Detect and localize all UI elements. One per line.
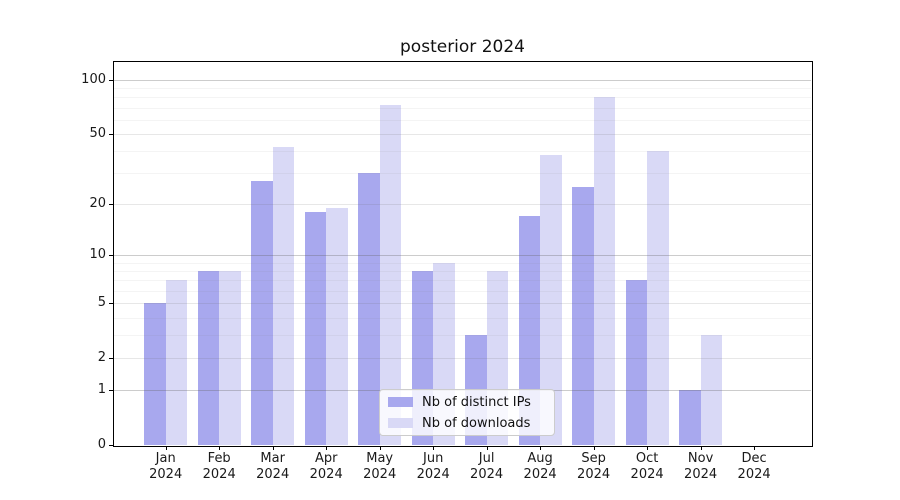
x-tick-mark xyxy=(647,446,649,450)
bar-nb-of-distinct-ips-feb xyxy=(197,271,220,445)
y-tick-label: 100 xyxy=(81,71,106,87)
bar-nb-of-downloads-sep xyxy=(593,97,616,445)
x-tick-label-may: May 2024 xyxy=(363,451,397,482)
x-tick-mark xyxy=(272,446,274,450)
gridline-major xyxy=(114,255,811,257)
gridline-mid xyxy=(114,133,811,135)
y-tick-mark xyxy=(109,133,113,135)
gridline-minor xyxy=(114,119,811,121)
x-tick-label-jan: Jan 2024 xyxy=(149,451,183,482)
x-tick-label-sep: Sep 2024 xyxy=(577,451,611,482)
x-tick-mark xyxy=(593,446,595,450)
gridline-minor xyxy=(114,173,811,175)
legend-swatch-downloads xyxy=(388,418,413,428)
gridline-major xyxy=(114,79,811,81)
gridline-minor xyxy=(114,271,811,273)
bar-nb-of-downloads-nov xyxy=(700,335,723,445)
bar-nb-of-downloads-oct xyxy=(647,151,669,445)
x-tick-mark xyxy=(486,446,488,450)
y-tick-mark xyxy=(109,79,113,81)
x-tick-mark xyxy=(433,446,435,450)
y-tick-label: 0 xyxy=(97,437,106,452)
y-tick-mark xyxy=(109,303,113,305)
legend-label-downloads: Nb of downloads xyxy=(422,415,531,431)
x-tick-label-oct: Oct 2024 xyxy=(630,451,664,482)
gridline-minor xyxy=(114,97,811,99)
x-tick-mark xyxy=(540,446,542,450)
legend: Nb of distinct IPs Nb of downloads xyxy=(379,389,555,436)
x-tick-label-jul: Jul 2024 xyxy=(470,451,504,482)
bar-nb-of-distinct-ips-mar xyxy=(251,181,273,445)
bar-nb-of-downloads-aug xyxy=(540,155,562,445)
bar-nb-of-distinct-ips-apr xyxy=(304,212,327,445)
y-tick-mark xyxy=(109,204,113,206)
gridline-minor xyxy=(114,151,811,153)
y-tick-mark xyxy=(109,255,113,257)
gridline-minor xyxy=(114,107,811,109)
gridline-minor xyxy=(114,88,811,89)
bar-nb-of-distinct-ips-oct xyxy=(625,280,648,445)
x-tick-label-mar: Mar 2024 xyxy=(256,451,290,482)
x-tick-mark xyxy=(165,446,167,450)
y-tick-label: 1 xyxy=(97,382,106,398)
bar-nb-of-downloads-feb xyxy=(219,271,241,445)
legend-swatch-distinct-ips xyxy=(388,397,413,407)
y-tick-label: 5 xyxy=(97,295,106,311)
chart-title: posterior 2024 xyxy=(400,37,525,57)
y-tick-mark xyxy=(109,390,113,392)
legend-entry-distinct-ips: Nb of distinct IPs xyxy=(388,393,554,411)
legend-label-distinct-ips: Nb of distinct IPs xyxy=(422,394,531,410)
gridline-mid xyxy=(114,303,811,305)
bar-nb-of-downloads-may xyxy=(379,105,402,445)
x-tick-mark xyxy=(754,446,756,450)
x-tick-label-nov: Nov 2024 xyxy=(684,451,718,482)
x-tick-mark xyxy=(326,446,328,450)
legend-entry-downloads: Nb of downloads xyxy=(388,414,554,432)
gridline-minor xyxy=(114,291,811,292)
bar-nb-of-distinct-ips-sep xyxy=(572,187,594,445)
y-tick-mark xyxy=(109,358,113,360)
gridline-minor xyxy=(114,262,811,264)
x-tick-mark xyxy=(219,446,221,450)
bar-nb-of-distinct-ips-nov xyxy=(679,390,701,445)
bar-nb-of-distinct-ips-jan xyxy=(144,303,166,445)
x-tick-label-apr: Apr 2024 xyxy=(309,451,343,482)
gridline-minor xyxy=(114,335,811,337)
gridline-minor xyxy=(114,317,811,319)
gridline-mid xyxy=(114,204,811,206)
x-tick-label-feb: Feb 2024 xyxy=(202,451,236,482)
y-tick-label: 2 xyxy=(97,350,106,366)
x-tick-mark xyxy=(379,446,381,450)
x-tick-label-aug: Aug 2024 xyxy=(523,451,557,482)
x-tick-label-jun: Jun 2024 xyxy=(416,451,450,482)
bar-nb-of-distinct-ips-may xyxy=(358,173,380,445)
x-tick-mark xyxy=(700,446,702,450)
gridline-mid xyxy=(114,358,811,360)
y-tick-label: 50 xyxy=(89,125,106,141)
y-tick-label: 20 xyxy=(89,196,106,212)
gridline-minor xyxy=(114,280,811,282)
bar-nb-of-downloads-mar xyxy=(272,147,295,445)
y-tick-label: 10 xyxy=(89,247,106,263)
bar-nb-of-downloads-jan xyxy=(165,280,188,445)
bar-nb-of-downloads-apr xyxy=(326,207,348,445)
bar-nb-of-distinct-ips-aug xyxy=(518,216,541,445)
y-tick-mark xyxy=(109,445,113,446)
x-tick-label-dec: Dec 2024 xyxy=(737,451,771,482)
